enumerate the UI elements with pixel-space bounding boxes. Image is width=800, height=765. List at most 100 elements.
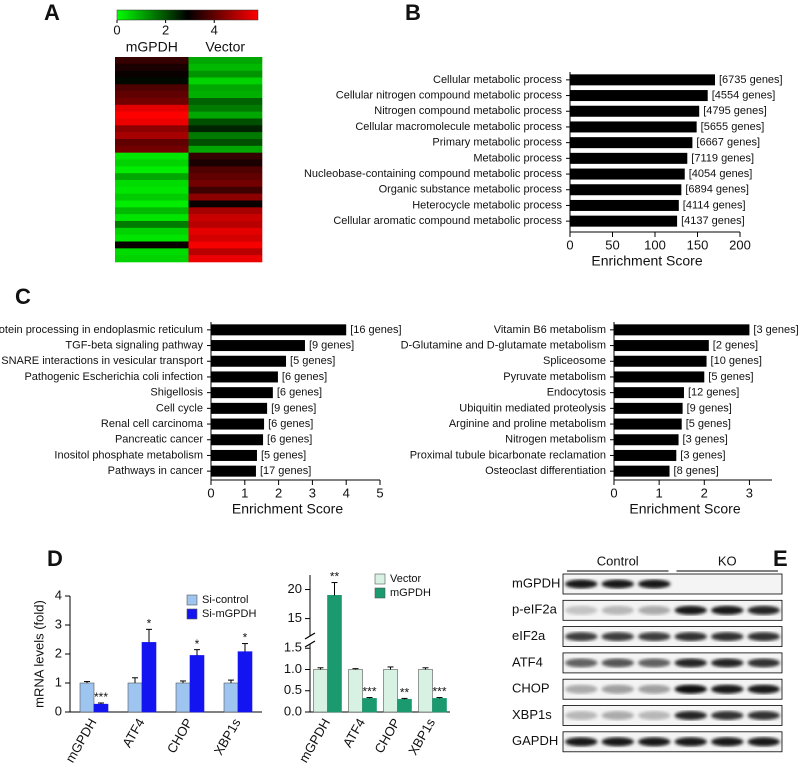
x-tick-label: XBP1s [405,715,438,757]
bar-annotation: [10 genes] [711,355,762,367]
blot-band [565,632,598,642]
y-tick-label: 20 [288,581,302,596]
heatmap-cell [115,98,189,106]
bar [570,121,697,133]
bar [614,434,679,446]
bar [614,418,682,430]
blot-band [711,605,744,615]
blot-band [565,684,598,694]
blot-row-label: ATF4 [512,654,543,669]
category-label: Organic substance metabolic process [379,184,563,196]
x-tick-label: ATF4 [340,716,368,750]
category-label: Cellular aromatic compound metabolic pro… [333,215,562,227]
heatmap-cell [115,214,189,222]
bar-annotation: [6 genes] [268,418,313,430]
blot-band [638,579,671,589]
colorbar-tick-label: 0 [113,22,120,37]
blot-band [565,658,598,668]
category-label: Arginine and proline metabolism [449,418,606,430]
blot-band [638,605,671,615]
heatmap-cell [115,104,189,112]
category-label: TGF-beta signaling pathway [65,339,203,351]
panel-label: B [405,0,421,25]
heatmap-cell [188,159,263,167]
group-label: KO [718,553,737,568]
y-tick-label: 0 [55,703,62,718]
panel-label: D [47,546,63,571]
colorbar-tick-label: 2 [162,22,169,37]
heatmap-cell [115,145,189,153]
category-label: Pancreatic cancer [115,434,203,446]
bar [614,340,709,352]
x-axis-title: Enrichment Score [629,501,740,517]
significance: * [147,617,152,631]
bar [614,371,705,383]
blot-band [565,737,598,747]
heatmap-cell [188,234,263,242]
bar [432,698,447,713]
blot-band [711,658,744,668]
axis-break [304,632,316,640]
bar [570,90,708,102]
heatmap-cell [188,221,263,229]
bar [418,669,433,713]
blot-band [601,737,634,747]
blot-band [601,658,634,668]
bar [189,655,205,713]
bar [570,215,678,227]
significance: * [243,631,248,645]
heatmap-cell [188,186,263,194]
blot-row-label: XBP1s [512,707,552,722]
blot-strip [562,652,783,674]
significance: ** [400,686,410,700]
category-label: Spliceosome [543,355,606,367]
bar-annotation: [9 genes] [309,339,354,351]
x-tick-label: ATF4 [119,716,147,750]
bar [570,168,685,180]
x-tick-label: mGPDH [296,716,333,765]
blot-band [711,684,744,694]
category-label: Renal cell carcinoma [101,418,204,430]
bar-annotation: [5 genes] [686,418,731,430]
bar-annotation: [3 genes] [753,324,798,336]
bar-annotation: [5655 genes] [701,121,765,133]
bar-annotation: [4554 genes] [712,89,776,101]
blot-band [711,632,744,642]
group-label: Control [597,553,639,568]
blot-band [747,605,780,615]
colorbar [116,9,259,21]
category-label: Nitrogen compound metabolic process [374,105,562,117]
bar [570,199,679,211]
heatmap-cell [188,84,263,92]
heatmap-cell [188,125,263,133]
bar [614,355,707,367]
blot-band [638,632,671,642]
blot-strip [562,599,783,621]
heatmap-cell [188,70,263,78]
heatmap-cell [115,125,189,133]
x-tick-label: 0 [610,485,617,500]
bar-annotation: [9 genes] [687,402,732,414]
category-label: Shigellosis [150,387,203,399]
x-tick-label: 4 [343,485,350,500]
column-label: Vector [205,39,245,55]
legend-swatch [374,587,386,599]
blot-strip [562,731,783,753]
bar-annotation: [17 genes] [260,465,311,477]
blot-row-label: p-eIF2a [512,602,558,617]
bar-annotation: [5 genes] [290,355,335,367]
heatmap-cell [115,152,189,160]
x-tick-label: CHOP [164,716,196,756]
significance: * [195,637,200,651]
x-tick-label: 200 [729,237,751,252]
blot-band [674,632,707,642]
heatmap-cell [115,132,189,140]
heatmap-cell [115,186,189,194]
bar [570,137,693,149]
blot-band [747,684,780,694]
x-axis-title: Enrichment Score [232,501,343,517]
blot-band [601,711,634,720]
heatmap-cell [188,145,263,153]
heatmap-cell [188,111,263,119]
category-label: D-Glutamine and D-glutamate metabolism [401,339,606,351]
